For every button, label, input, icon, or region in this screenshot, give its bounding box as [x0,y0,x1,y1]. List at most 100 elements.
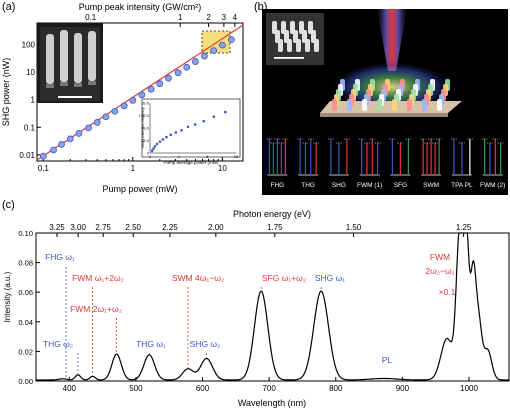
data-point [58,140,65,148]
y-tick-label: 0.10 [18,229,33,238]
x-tick-label: 10 [218,164,227,173]
nanopillar [347,99,352,111]
sem-pillar [278,39,283,52]
x-tick-label: 800 [329,384,343,393]
annotation-thg1: THG ω₁ [136,339,166,349]
data-point [102,113,110,121]
panel-a-data-points [39,36,235,160]
inset-point [161,138,165,141]
annotation-sfg: SFG ω₁+ω₂ [262,273,306,283]
annotation-scale: ×0.1 [439,287,456,297]
panel-a-sem-inset [37,23,103,103]
annotation-thg2: THG ω₂ [43,339,73,349]
panel-a-chart: Pump peak intensity (GW/cm²) SHG power (… [1,2,244,194]
data-point [39,152,47,160]
sem-pillar [287,39,292,52]
nanopillar [392,99,397,111]
inset-point [223,110,227,114]
process-label: FHG [270,182,285,189]
y-tick-label: 0.00 [18,377,33,386]
x-tick-label: 500 [129,384,143,393]
top-tick-label: 2 [206,13,211,22]
top-tick-label: 3.00 [70,223,86,232]
data-point [165,74,172,82]
top-tick-label: 2.25 [162,223,178,232]
panel-a-x-axis-label: Pump power (mW) [102,184,177,194]
y-tick-label: 0.08 [18,259,33,268]
top-tick-label: 3.25 [49,223,65,232]
inset-point [193,123,197,126]
x-tick-label: 1 [131,164,136,173]
data-point [174,69,182,77]
top-tick-label: 1.75 [267,223,283,232]
inset-point [212,115,216,118]
inset-point [153,144,157,148]
annotation-fwm2: FWM 2ω₁+ω₂ [70,304,122,314]
inset-y-label: SHG conversion efficiency [141,107,145,148]
y-tick-label: 100 [22,40,36,49]
y-tick-label: 0.01 [19,151,35,160]
panel-c-chart: Photon energy (eV) Intensity (a.u.) Wave… [3,209,510,408]
nanopillar [332,99,337,111]
panel-b-illustration: FHG THG SHG FWM (1) SFG SWM TPA PL FWM (2) [262,9,508,195]
inset-point [202,119,206,123]
top-tick-label: 2.50 [125,223,141,232]
inset-x-tick-label: 8 [206,154,209,159]
spectrum-line [36,232,509,381]
process-label: FWM (1) [356,182,383,189]
process-label: TPA PL [451,182,473,189]
inset-point [152,147,155,150]
top-tick-label: 2.00 [208,223,224,232]
data-point [93,119,101,126]
x-tick-label: 600 [196,384,210,393]
panel-c-x-axis-label: Wavelength (nm) [238,398,306,408]
data-point [138,91,146,99]
process-label: THG [301,182,315,189]
nanopillar-array [332,79,450,111]
nanopillar [422,99,427,111]
y-tick-label: 0.04 [18,318,33,327]
nanopillar [362,99,367,111]
inset-point [174,131,178,134]
inset-y-tick-label: 1E-5 [142,127,149,131]
inset-y-tick-label: 0 [147,152,149,156]
panel-b-sem-inset [266,13,324,65]
x-tick-label: 400 [63,384,77,393]
x-tick-label: 1000 [460,384,478,393]
data-point [66,135,74,143]
inset-x-tick-label: 12 [234,154,239,159]
annotation-shg1: SHG ω₁ [315,273,345,283]
x-tick-label: 900 [396,384,410,393]
y-tick-label: 10 [26,68,35,77]
inset-point [155,142,159,146]
top-tick-label: 1 [178,13,183,22]
panel-a-y-axis-label: SHG power (nW) [1,58,11,127]
nanopillar [377,99,382,111]
data-point [227,36,235,44]
panel-label-a: (a) [2,1,16,13]
sem-pillar [314,39,319,52]
panel-c-ticks: 400 500 600 700 800 900 1000 0.00 0.02 0.04 0.06 0.… [18,223,478,393]
annotation-fwm1: FWM ω₁+2ω₂ [72,273,124,283]
y-tick-label: 0.06 [18,288,33,297]
inset-y-tick-label: 5E-5 [142,139,149,143]
top-tick-label: 2.75 [95,223,111,232]
y-tick-label: 0.02 [18,347,33,356]
inset-point [165,135,168,139]
top-tick-label: 4 [233,13,238,22]
process-labels: FHG THG SHG FWM (1) SFG SWM TPA PL FWM (2) [262,180,508,195]
data-point [120,102,128,110]
data-point [147,85,155,93]
nanopillar [437,99,442,111]
data-point [111,107,119,115]
panel-c-y-axis-label: Intensity (a.u.) [3,271,12,322]
inset-point [186,125,190,129]
top-tick-label: 0.1 [85,13,97,22]
data-point [50,146,57,154]
sem-pillar [305,39,310,52]
inset-point [150,149,154,153]
data-point [218,41,226,49]
process-label: FWM (2) [479,182,506,189]
